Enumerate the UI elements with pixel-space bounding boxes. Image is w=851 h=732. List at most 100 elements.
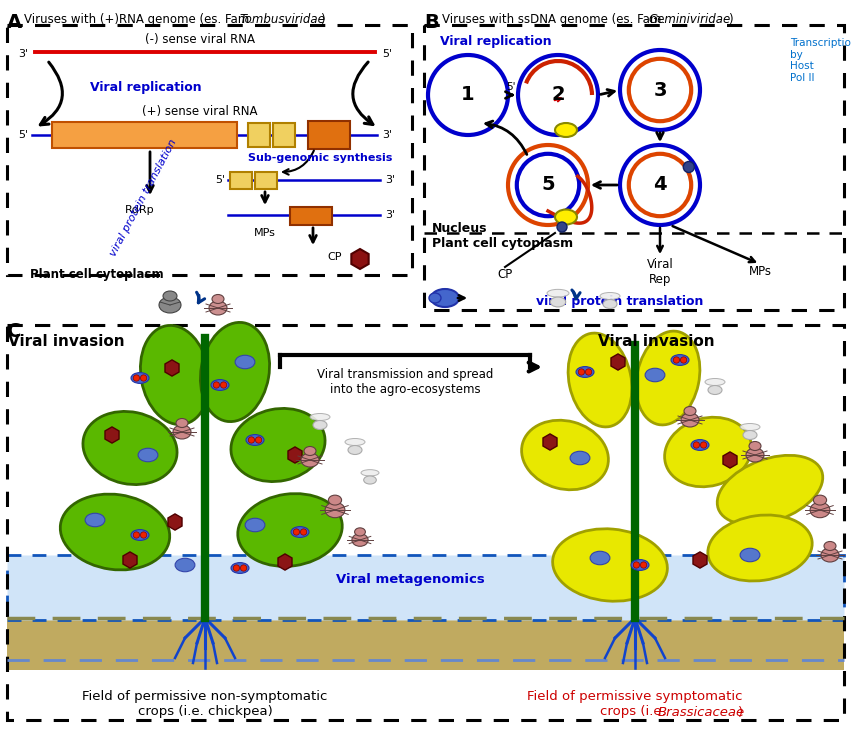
Ellipse shape xyxy=(175,559,195,572)
Text: viral protein translation: viral protein translation xyxy=(108,138,179,258)
Circle shape xyxy=(140,375,146,381)
Polygon shape xyxy=(288,447,302,463)
Circle shape xyxy=(681,357,687,363)
Text: MPs: MPs xyxy=(254,228,276,238)
Circle shape xyxy=(517,154,580,216)
Ellipse shape xyxy=(603,299,617,308)
Text: Viral invasion: Viral invasion xyxy=(598,334,715,349)
Text: Viral replication: Viral replication xyxy=(440,35,551,48)
Circle shape xyxy=(673,357,680,363)
Text: Transcription
by
Host
Pol II: Transcription by Host Pol II xyxy=(790,38,851,83)
Circle shape xyxy=(428,55,508,135)
Text: Field of permissive symptomatic
crops (i.e.: Field of permissive symptomatic crops (i… xyxy=(528,690,743,718)
Ellipse shape xyxy=(159,297,181,313)
Ellipse shape xyxy=(231,563,249,573)
Text: (-) sense viral RNA: (-) sense viral RNA xyxy=(145,34,255,47)
Ellipse shape xyxy=(576,367,594,378)
Text: MPs: MPs xyxy=(749,265,772,278)
Text: Viruses with (+)RNA genome (es. Fam.: Viruses with (+)RNA genome (es. Fam. xyxy=(24,13,253,26)
Circle shape xyxy=(629,59,691,122)
Circle shape xyxy=(220,382,226,388)
Bar xyxy=(7,25,412,275)
Ellipse shape xyxy=(60,494,169,570)
Ellipse shape xyxy=(310,414,330,420)
Ellipse shape xyxy=(325,502,345,518)
Ellipse shape xyxy=(547,289,569,297)
Circle shape xyxy=(629,154,691,216)
Circle shape xyxy=(140,532,146,538)
Circle shape xyxy=(241,565,247,571)
Polygon shape xyxy=(165,360,179,376)
Text: 5': 5' xyxy=(382,49,392,59)
Text: 3': 3' xyxy=(18,49,28,59)
Text: 5': 5' xyxy=(18,130,28,140)
Ellipse shape xyxy=(348,446,362,455)
Polygon shape xyxy=(543,434,557,450)
Ellipse shape xyxy=(209,301,227,315)
Ellipse shape xyxy=(173,425,191,439)
Text: 5: 5 xyxy=(541,176,555,195)
Ellipse shape xyxy=(570,451,590,465)
Polygon shape xyxy=(105,427,119,443)
Circle shape xyxy=(578,369,585,375)
Bar xyxy=(7,555,844,620)
Circle shape xyxy=(134,375,140,381)
Ellipse shape xyxy=(746,448,764,462)
Text: Viral
Rep: Viral Rep xyxy=(647,258,673,286)
Ellipse shape xyxy=(176,419,188,427)
Text: ): ) xyxy=(738,706,743,719)
Text: CP: CP xyxy=(327,252,341,262)
Ellipse shape xyxy=(352,534,368,546)
Polygon shape xyxy=(168,514,182,530)
Text: RdRp: RdRp xyxy=(125,205,155,215)
Ellipse shape xyxy=(821,548,839,562)
Ellipse shape xyxy=(551,297,566,307)
Circle shape xyxy=(233,565,239,571)
Polygon shape xyxy=(723,452,737,468)
Ellipse shape xyxy=(568,333,632,427)
Ellipse shape xyxy=(246,435,264,445)
Ellipse shape xyxy=(328,495,341,505)
Ellipse shape xyxy=(345,438,365,446)
Ellipse shape xyxy=(708,515,812,581)
Ellipse shape xyxy=(431,289,459,307)
Text: Sub-genomic synthesis: Sub-genomic synthesis xyxy=(248,153,392,163)
Text: 5': 5' xyxy=(214,175,225,185)
Text: C: C xyxy=(7,322,21,341)
Ellipse shape xyxy=(552,529,667,601)
Ellipse shape xyxy=(363,476,376,484)
Ellipse shape xyxy=(200,322,270,422)
Text: 2: 2 xyxy=(551,86,565,105)
Circle shape xyxy=(694,442,700,448)
Bar xyxy=(230,172,252,189)
Circle shape xyxy=(557,222,567,232)
Text: A: A xyxy=(7,13,22,32)
Ellipse shape xyxy=(810,502,830,518)
Text: Viral invasion: Viral invasion xyxy=(8,334,124,349)
Ellipse shape xyxy=(708,386,722,395)
Text: Viral metagenomics: Viral metagenomics xyxy=(335,573,484,586)
Circle shape xyxy=(633,562,640,568)
Ellipse shape xyxy=(645,368,665,382)
Ellipse shape xyxy=(237,493,342,567)
Text: (+) sense viral RNA: (+) sense viral RNA xyxy=(142,105,258,119)
Ellipse shape xyxy=(291,526,309,537)
Circle shape xyxy=(700,442,706,448)
Ellipse shape xyxy=(590,551,610,565)
Circle shape xyxy=(255,437,262,443)
Text: Plant cell cytoplasm: Plant cell cytoplasm xyxy=(30,268,163,281)
Ellipse shape xyxy=(85,513,105,527)
Circle shape xyxy=(508,145,588,225)
Ellipse shape xyxy=(212,294,224,304)
Bar xyxy=(7,615,844,670)
Ellipse shape xyxy=(636,331,700,425)
Polygon shape xyxy=(123,552,137,568)
Bar xyxy=(424,25,844,310)
Ellipse shape xyxy=(824,542,836,550)
Ellipse shape xyxy=(140,326,209,425)
Bar xyxy=(273,123,295,147)
Text: Viruses with ssDNA genome (es. Fam.: Viruses with ssDNA genome (es. Fam. xyxy=(442,13,669,26)
Text: 3': 3' xyxy=(382,130,392,140)
Ellipse shape xyxy=(211,380,229,390)
Text: 3': 3' xyxy=(385,175,395,185)
